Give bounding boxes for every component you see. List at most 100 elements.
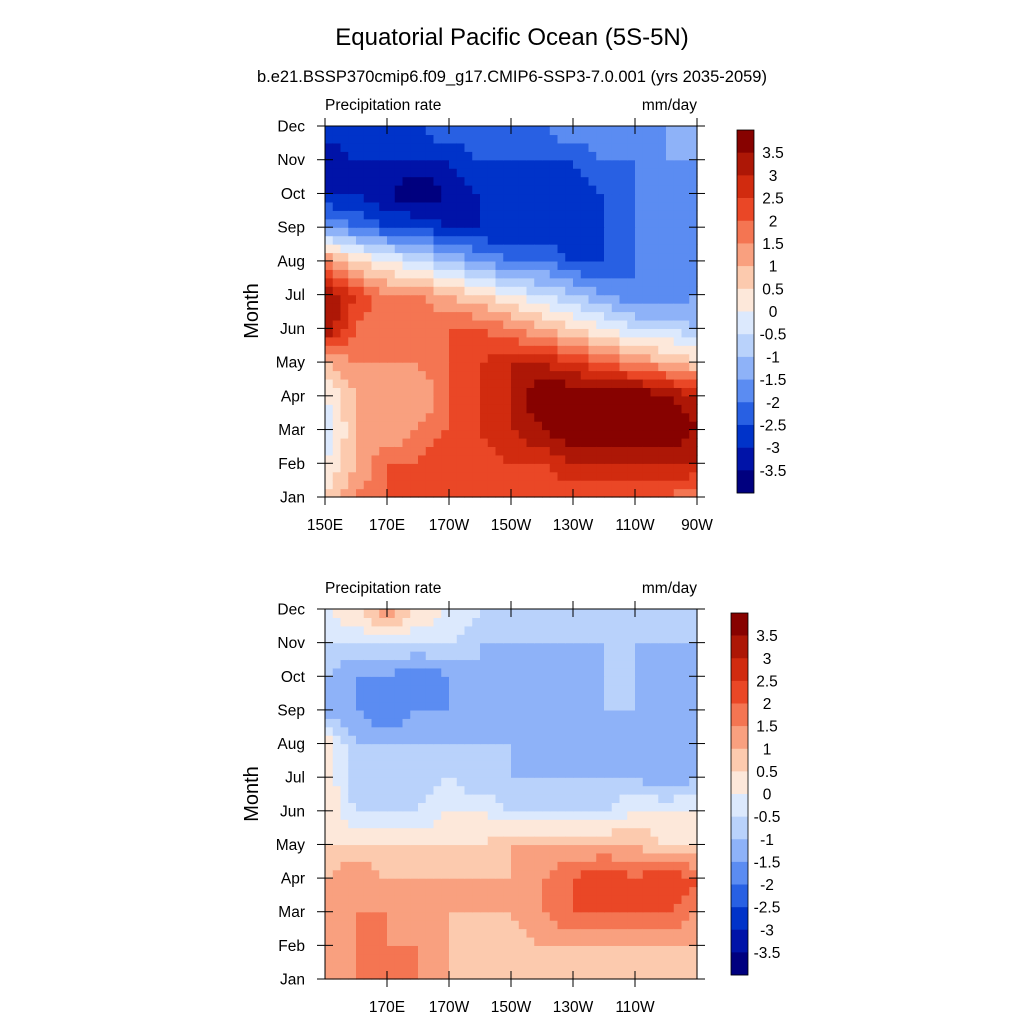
heatmap-cell [325,735,334,745]
heatmap-cell [604,945,613,955]
colorbar-label: 0.5 [756,764,778,781]
heatmap-cell [433,404,442,414]
heatmap-cell [565,446,574,456]
heatmap-cell [487,429,497,439]
heatmap-cell [340,294,349,304]
heatmap-cell [557,869,566,879]
heatmap-cell [371,953,380,963]
heatmap-cell [325,962,334,972]
heatmap-cell [464,260,473,270]
heatmap-cell [518,328,528,338]
heatmap-cell [658,303,667,313]
heatmap-cell [379,844,388,854]
heatmap-cell [503,218,512,228]
heatmap-cell [480,328,489,338]
heatmap-cell [356,827,365,837]
heatmap-cell [371,676,380,686]
heatmap-cell [387,861,396,871]
heatmap-cell [402,836,411,846]
heatmap-cell [387,311,396,321]
heatmap-cell [565,437,574,448]
heatmap-cell [596,218,605,228]
heatmap-cell [658,962,667,972]
heatmap-cell [480,970,489,980]
heatmap-cell [356,454,365,464]
heatmap-cell [604,421,613,431]
heatmap-cell [325,260,334,270]
heatmap-cell [573,726,582,736]
heatmap-cell [580,936,590,946]
heatmap-cell [619,412,628,422]
heatmap-cell [518,370,528,380]
heatmap-cell [673,609,683,619]
heatmap-cell [666,471,675,481]
heatmap-cell [604,794,613,804]
heatmap-cell [604,953,613,963]
heatmap-cell [487,642,497,652]
heatmap-cell [363,701,373,711]
heatmap-cell [332,201,342,211]
heatmap-cell [627,794,636,804]
heatmap-cell [433,953,442,963]
heatmap-cell [511,785,520,795]
heatmap-cell [689,667,698,677]
heatmap-cell [596,634,605,644]
heatmap-cell [596,454,605,464]
heatmap-cell [611,667,621,677]
heatmap-cell [332,471,342,481]
heatmap-cell [340,861,349,871]
heatmap-cell [511,886,520,896]
heatmap-cell [325,701,334,711]
heatmap-cell [394,785,404,795]
heatmap-cell [565,903,574,913]
panel-left-label: Precipitation rate [325,97,441,114]
heatmap-cell [449,185,458,195]
heatmap-cell [480,903,489,913]
heatmap-cell [534,743,543,753]
heatmap-cell [449,836,458,846]
heatmap-cell [635,404,644,414]
heatmap-cell [387,252,396,262]
heatmap-cell [394,463,404,473]
heatmap-cell [542,345,551,355]
heatmap-cell [379,319,388,329]
x-tick-label: 110W [615,999,655,1016]
heatmap-cell [394,693,404,703]
heatmap-cell [449,480,458,490]
heatmap-cell [394,676,404,686]
heatmap-cell [673,142,683,152]
heatmap-cell [325,718,334,728]
heatmap-cell [557,294,566,304]
heatmap-cell [418,844,427,854]
heatmap-cell [635,362,644,372]
heatmap-cell [456,869,466,879]
heatmap-cell [348,886,357,896]
heatmap-cell [611,134,621,144]
heatmap-cell [348,785,357,795]
heatmap-cell [487,421,497,431]
heatmap-cell [348,277,357,287]
heatmap-cell [418,735,427,745]
heatmap-cell [379,869,388,879]
heatmap-cell [635,667,644,677]
heatmap-cell [449,463,458,473]
heatmap-cell [511,480,520,490]
heatmap-cell [456,252,466,262]
heatmap-cell [635,168,644,178]
heatmap-cell [557,676,566,686]
heatmap-cell [503,437,512,448]
heatmap-cell [418,953,427,963]
heatmap-cell [658,210,667,220]
heatmap-cell [673,836,683,846]
heatmap-cell [611,785,621,795]
heatmap-cell [410,412,419,422]
y-tick-label: Oct [281,186,306,203]
heatmap-cell [394,294,404,304]
heatmap-cell [526,819,535,829]
heatmap-cell [503,328,512,338]
heatmap-cell [379,159,388,169]
heatmap-cell [371,936,380,946]
heatmap-cell [441,336,450,346]
heatmap-cell [666,218,675,228]
heatmap-cell [518,286,528,296]
